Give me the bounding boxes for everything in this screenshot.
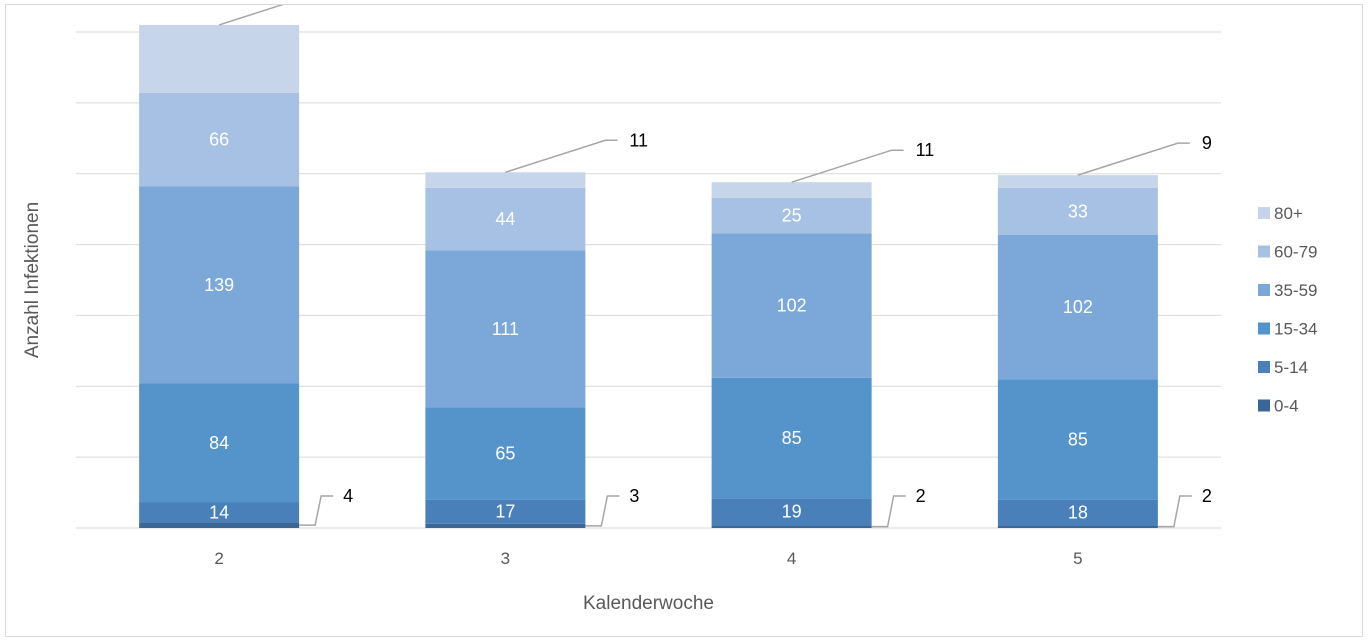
- data-label: 25: [782, 206, 802, 226]
- legend-swatch: [1258, 399, 1270, 412]
- x-tick-label: 5: [1073, 549, 1082, 568]
- data-label: 85: [782, 428, 802, 448]
- legend-label: 80+: [1274, 204, 1303, 223]
- bar-segment-15-34-kw4: [711, 377, 872, 499]
- data-label: 139: [204, 275, 234, 295]
- x-tick-label: 3: [501, 549, 510, 568]
- legend-swatch: [1258, 284, 1270, 296]
- legend-swatch: [1258, 322, 1270, 335]
- bar-segment-35-59-kw2: [139, 186, 300, 384]
- x-tick-label: 2: [214, 549, 223, 568]
- leader-line: [585, 495, 620, 527]
- data-label: 2: [916, 486, 926, 506]
- legend: 80+ 60-79 35-59 15-34 5-14 0-4: [1258, 204, 1317, 416]
- data-label: 2: [1202, 486, 1212, 506]
- legend-label: 15-34: [1274, 320, 1317, 339]
- data-label: 11: [629, 130, 648, 150]
- bar-segment-80+-kw4: [711, 182, 872, 198]
- data-label: 18: [1068, 502, 1088, 522]
- legend-label: 60-79: [1274, 243, 1317, 262]
- leader-line: [218, 5, 284, 26]
- data-label: 102: [777, 296, 807, 316]
- legend-swatch: [1258, 245, 1270, 258]
- bar-segment-5-14-kw2: [139, 502, 300, 523]
- data-labels: 4148413966483176511144112198510225112188…: [204, 5, 1212, 528]
- data-label: 17: [495, 502, 515, 522]
- bar-segment-35-59-kw4: [711, 233, 872, 378]
- bars: [139, 24, 1158, 528]
- bar-segment-5-14-kw3: [425, 499, 586, 524]
- stacked-bar-chart: 4148413966483176511144112198510225112188…: [22, 5, 1317, 614]
- data-label: 3: [629, 486, 639, 506]
- bar-segment-35-59-kw5: [997, 234, 1158, 380]
- data-label: 65: [495, 444, 515, 464]
- bar-segment-60-79-kw4: [711, 197, 872, 234]
- bar-segment-80+-kw2: [139, 24, 300, 93]
- legend-label: 0-4: [1274, 397, 1299, 416]
- bar-segment-5-14-kw4: [711, 498, 872, 526]
- bar-segment-15-34-kw2: [139, 383, 300, 503]
- data-label: 85: [1068, 429, 1088, 449]
- data-label: 19: [782, 502, 802, 522]
- legend-label: 5-14: [1274, 358, 1308, 377]
- leader-line: [1157, 495, 1192, 528]
- leader-line: [791, 149, 904, 183]
- data-label: 9: [1202, 133, 1212, 153]
- bar-segment-15-34-kw3: [425, 407, 586, 500]
- leader-line: [1077, 142, 1190, 176]
- data-label: 44: [495, 209, 515, 229]
- legend-swatch: [1258, 207, 1270, 219]
- x-tick-labels: 2 3 4 5: [214, 549, 1082, 568]
- bar-segment-80+-kw5: [997, 175, 1158, 188]
- data-label: 66: [209, 130, 229, 150]
- chart-frame: 4148413966483176511144112198510225112188…: [5, 4, 1363, 637]
- legend-label: 35-59: [1274, 281, 1317, 300]
- bar-segment-60-79-kw3: [425, 187, 586, 251]
- bar-segment-0-4-kw4: [711, 525, 872, 528]
- x-axis-title: Kalenderwoche: [583, 593, 714, 614]
- x-tick-label: 4: [787, 549, 796, 568]
- bar-segment-60-79-kw5: [997, 187, 1158, 235]
- data-label: 4: [343, 486, 353, 506]
- bar-segment-15-34-kw5: [997, 379, 1158, 500]
- data-label: 111: [492, 319, 519, 339]
- bar-segment-0-4-kw2: [139, 522, 300, 528]
- data-label: 33: [1068, 201, 1088, 221]
- data-label: 84: [209, 433, 229, 453]
- bar-segment-5-14-kw5: [997, 499, 1158, 526]
- legend-swatch: [1258, 361, 1270, 373]
- leader-line: [505, 139, 618, 174]
- bar-segment-60-79-kw2: [139, 92, 300, 187]
- data-label: 102: [1063, 297, 1093, 317]
- bar-segment-80+-kw3: [425, 172, 586, 188]
- bar-segment-35-59-kw3: [425, 250, 586, 408]
- bar-segment-0-4-kw5: [997, 525, 1158, 528]
- leader-line: [299, 495, 334, 526]
- y-axis-title: Anzahl Infektionen: [22, 202, 43, 358]
- data-label: 14: [209, 502, 229, 522]
- data-label: 11: [916, 140, 935, 160]
- leader-line: [871, 495, 906, 528]
- bar-segment-0-4-kw3: [425, 523, 586, 528]
